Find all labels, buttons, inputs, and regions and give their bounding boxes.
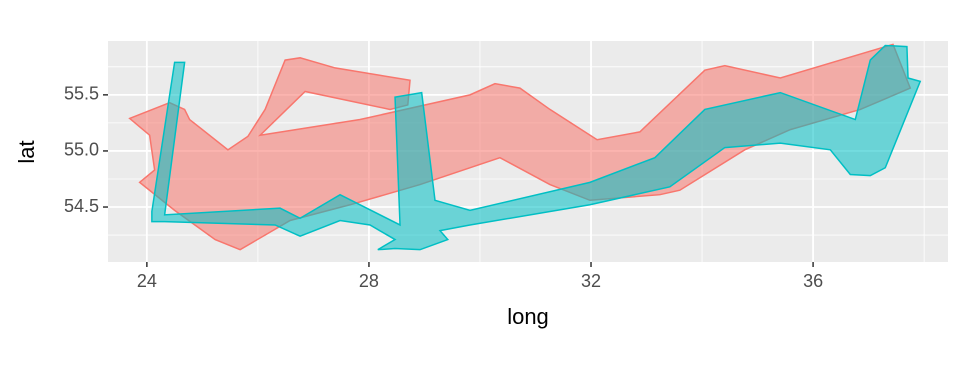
y-tick-label: 55.5 xyxy=(64,84,99,104)
x-tick-label: 36 xyxy=(803,271,823,291)
x-axis-title: long xyxy=(507,304,549,329)
x-tick-label: 32 xyxy=(581,271,601,291)
y-tick-label: 55.0 xyxy=(64,140,99,160)
region xyxy=(151,44,922,251)
x-tick-label: 28 xyxy=(359,271,379,291)
x-tick-label: 24 xyxy=(137,271,157,291)
y-axis-title: lat xyxy=(14,140,39,163)
y-tick-label: 54.5 xyxy=(64,196,99,216)
